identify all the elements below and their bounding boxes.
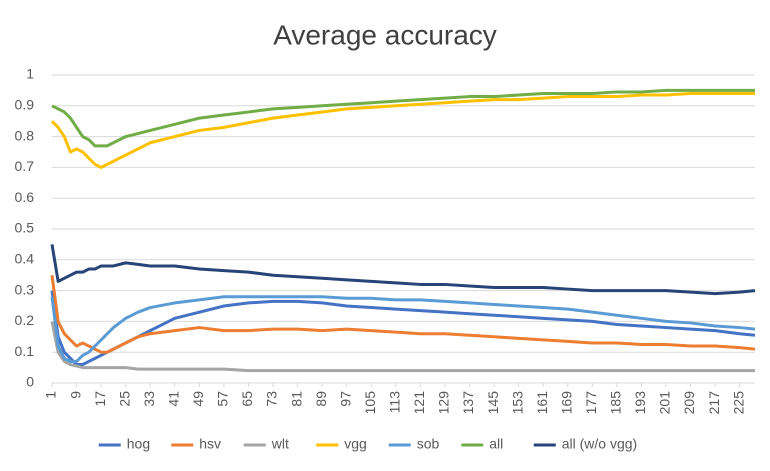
x-tick-label: 1 (43, 391, 59, 399)
line-series (50, 91, 755, 169)
x-tick-label: 145 (485, 391, 501, 415)
y-tick-label: 0.1 (15, 343, 35, 359)
y-tick-label: 1 (26, 66, 34, 82)
line-series (50, 321, 755, 373)
x-tick-label: 209 (681, 391, 697, 415)
line-series (50, 275, 756, 354)
x-tick-label: 185 (608, 391, 624, 415)
y-tick-label: 0.5 (15, 220, 35, 236)
x-tick-label: 217 (706, 391, 722, 415)
x-tick-label: 97 (337, 391, 353, 407)
x-tick-label: 25 (116, 391, 132, 407)
y-tick-label: 0 (26, 374, 34, 390)
x-tick-label: 137 (460, 391, 476, 415)
x-tick-label: 81 (288, 391, 304, 407)
x-tick-label: 33 (141, 391, 157, 407)
legend-label: hog (127, 436, 150, 452)
y-tick-label: 0.2 (15, 312, 35, 328)
legend-label: vgg (344, 436, 367, 452)
x-tick-label: 129 (436, 391, 452, 415)
chart-title: Average accuracy (273, 19, 497, 50)
y-tick-label: 0.9 (15, 97, 35, 113)
x-tick-label: 41 (165, 391, 181, 407)
line-series (50, 295, 756, 363)
legend-label: all (489, 436, 503, 452)
x-tick-label: 65 (239, 391, 255, 407)
x-tick-label: 57 (215, 391, 231, 407)
legend-label: sob (417, 436, 440, 452)
x-tick-label: 169 (558, 391, 574, 415)
x-tick-label: 161 (534, 391, 550, 415)
y-tick-label: 0.3 (15, 281, 35, 297)
line-series (51, 88, 755, 148)
x-tick-label: 105 (362, 391, 378, 415)
y-tick-label: 0.7 (15, 158, 35, 174)
x-tick-label: 225 (730, 391, 746, 415)
legend-label: wlt (271, 436, 289, 452)
x-tick-label: 17 (92, 391, 108, 407)
x-tick-label: 193 (632, 391, 648, 415)
x-tick-label: 121 (411, 391, 427, 415)
line-series (50, 244, 756, 296)
x-tick-label: 73 (264, 391, 280, 407)
x-tick-label: 153 (509, 391, 525, 415)
x-tick-label: 49 (190, 391, 206, 407)
x-tick-label: 177 (583, 391, 599, 415)
y-tick-label: 0.8 (15, 127, 35, 143)
legend-label: all (w/o vgg) (562, 436, 637, 452)
line-series (50, 290, 756, 367)
y-tick-label: 0.4 (15, 251, 35, 267)
y-tick-label: 0.6 (15, 189, 35, 205)
x-tick-label: 89 (313, 391, 329, 407)
x-tick-label: 113 (387, 391, 403, 414)
legend-label: hsv (199, 436, 221, 452)
x-tick-label: 9 (67, 391, 83, 399)
x-tick-label: 201 (657, 391, 673, 415)
